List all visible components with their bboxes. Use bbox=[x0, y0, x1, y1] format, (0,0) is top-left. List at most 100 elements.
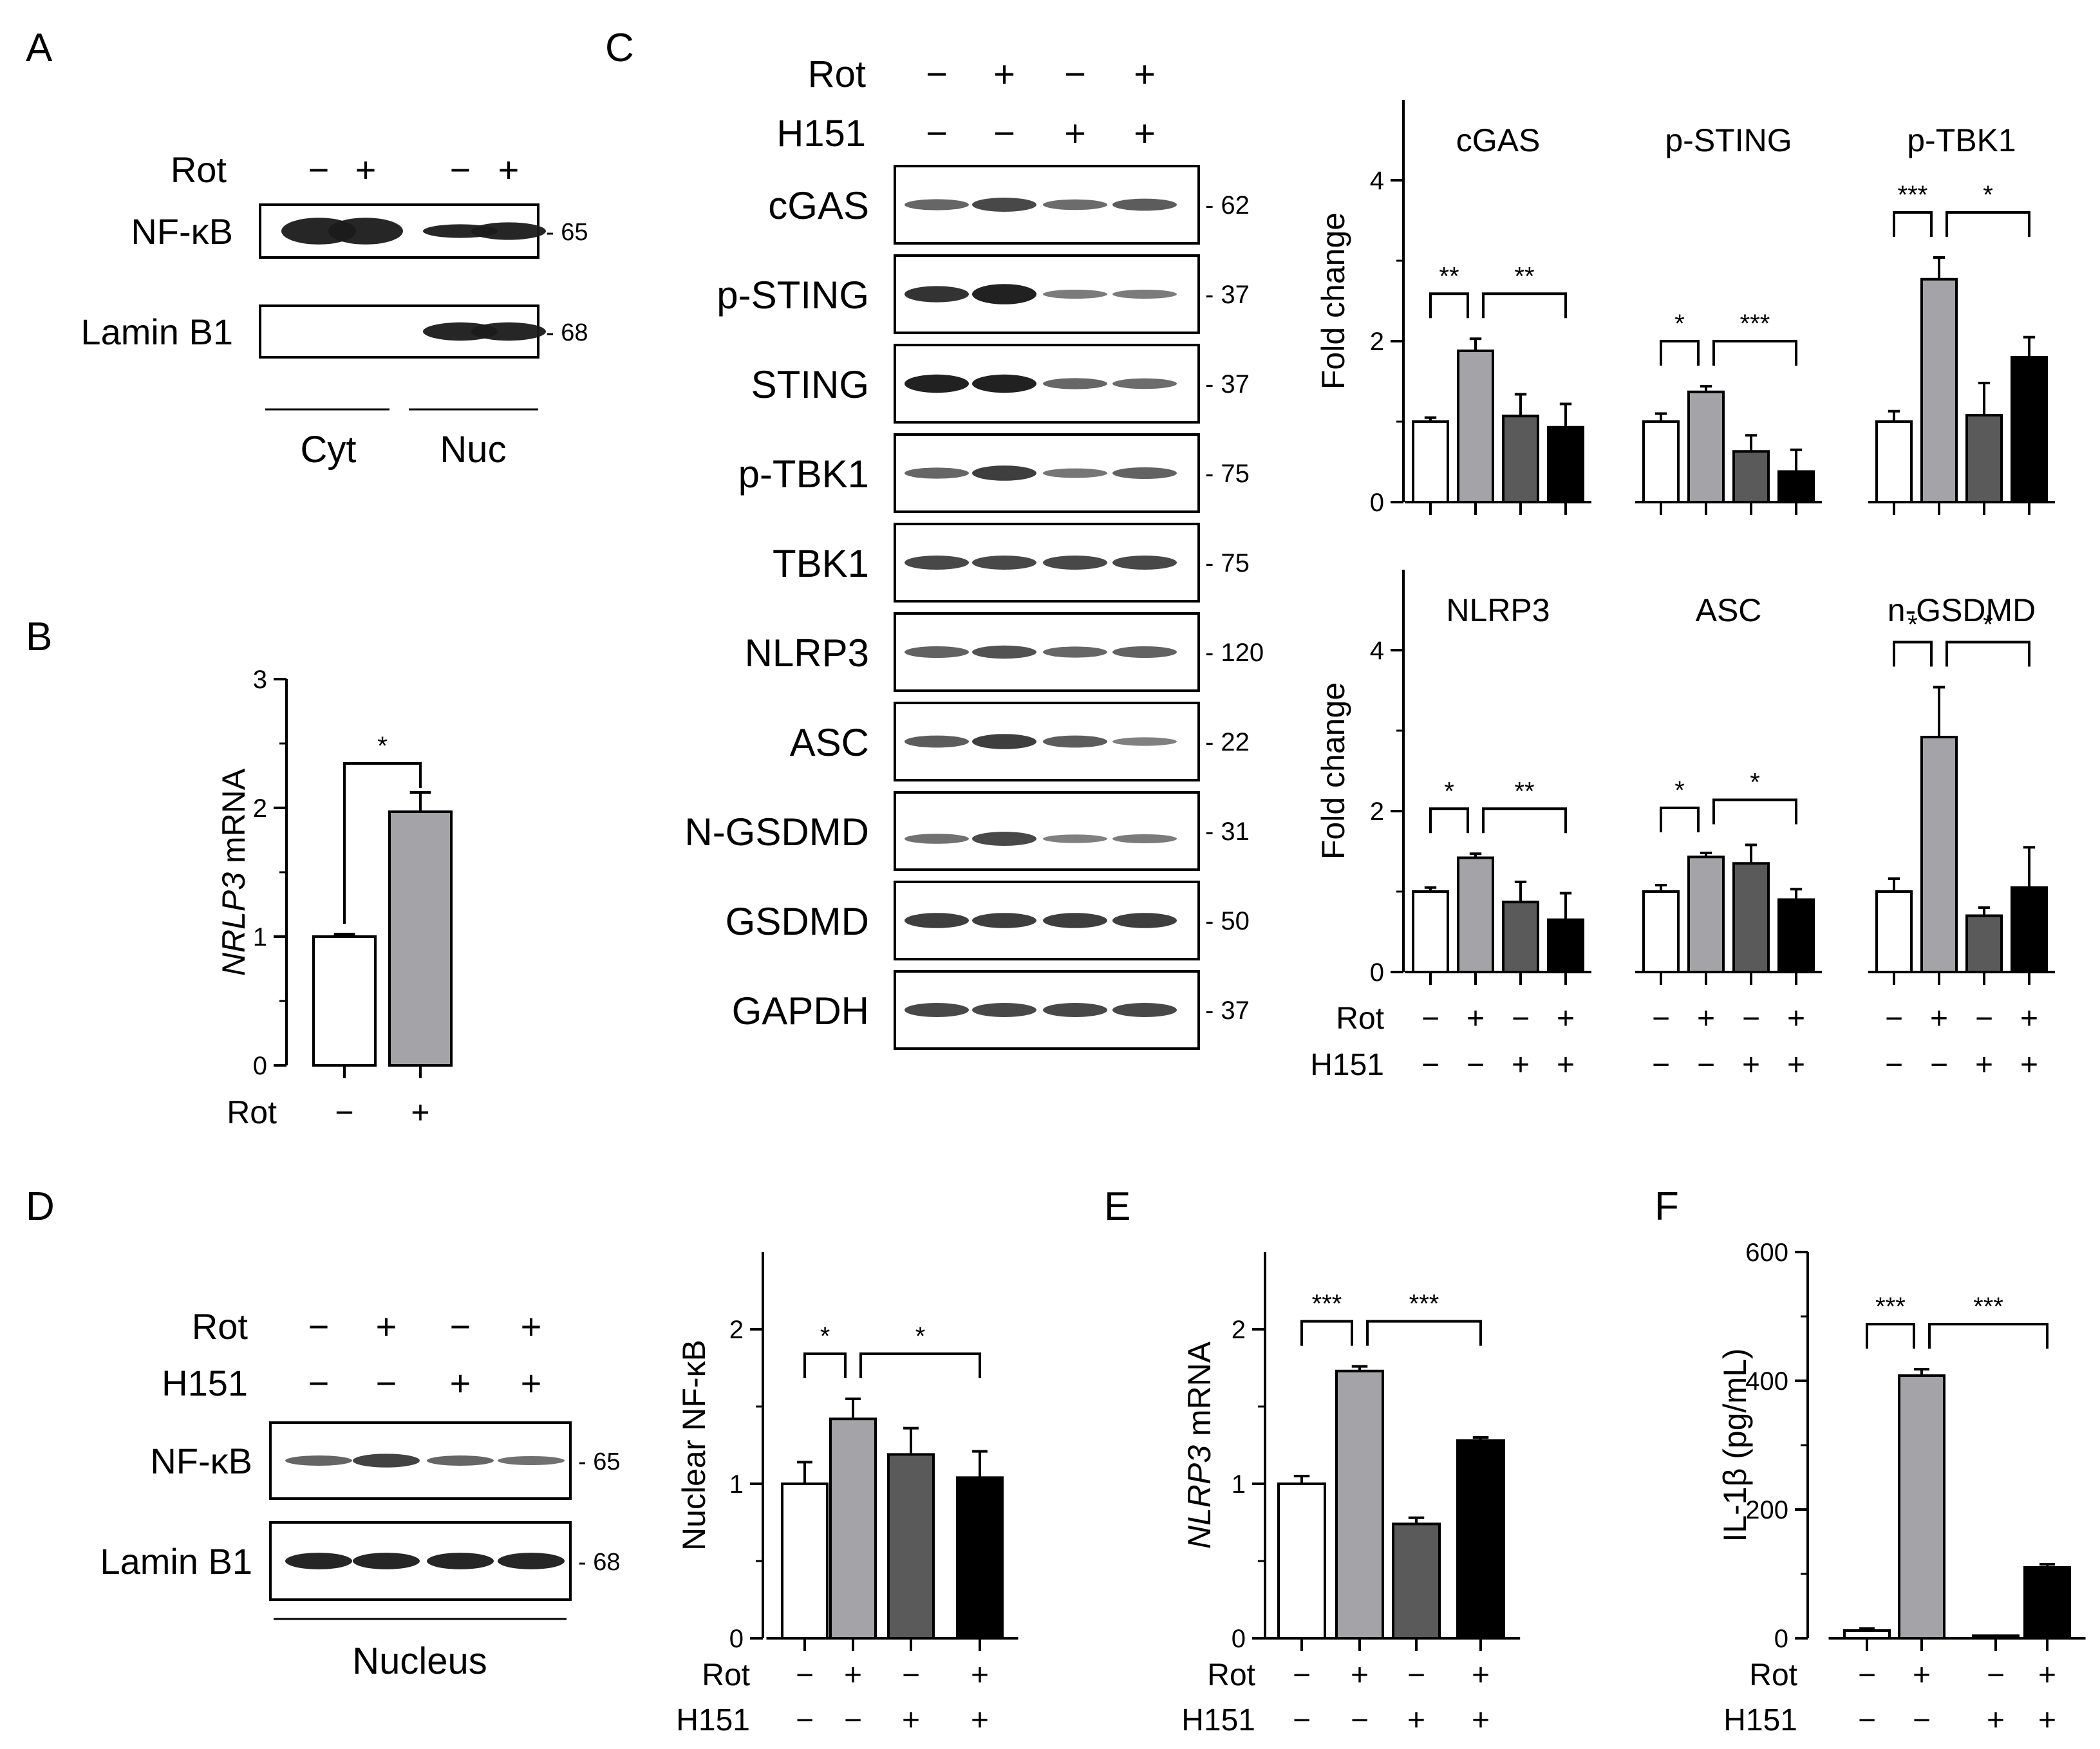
treatment-sign: − bbox=[1064, 53, 1086, 95]
chart-e-bar-h151 bbox=[1392, 1522, 1441, 1640]
panel-letter-b: B bbox=[26, 615, 52, 659]
chart-e-bar-rot bbox=[1335, 1369, 1384, 1640]
treatment-sign: − bbox=[796, 1703, 814, 1737]
significance-bracket bbox=[1366, 1320, 1482, 1346]
blot-row-label: NF-κB bbox=[150, 1441, 252, 1481]
y-axis-title-gene: NRLP3 bbox=[216, 872, 252, 976]
kda-label: - 62 bbox=[1205, 191, 1250, 220]
y-tick-label: 0 bbox=[1232, 1625, 1246, 1653]
treatment-sign: − bbox=[1293, 1658, 1311, 1692]
treatment-label-h151: H151 bbox=[1181, 1703, 1255, 1737]
blot-band bbox=[1112, 737, 1177, 746]
chart-f-bar-rot-h151 bbox=[2023, 1566, 2071, 1640]
treatment-sign: + bbox=[1467, 1002, 1485, 1036]
treatment-sign: − bbox=[376, 1363, 397, 1403]
blot-row-label: p-STING bbox=[717, 274, 869, 317]
group-title: NLRP3 bbox=[1446, 592, 1550, 628]
treatment-sign: + bbox=[1064, 113, 1086, 154]
c-p-tbk1-bar-control bbox=[1875, 420, 1913, 503]
treatment-sign: + bbox=[971, 1703, 989, 1737]
significance-bracket bbox=[1482, 292, 1567, 319]
panel-letter-d: D bbox=[26, 1184, 55, 1229]
group-title: p-STING bbox=[1665, 122, 1792, 158]
treatment-sign: + bbox=[376, 1306, 397, 1347]
significance-bracket bbox=[1660, 807, 1700, 832]
significance-bracket bbox=[1429, 807, 1469, 834]
blot-band bbox=[498, 1455, 565, 1466]
blot-row-label: N-GSDMD bbox=[684, 810, 869, 854]
c-p-sting-bar-rot bbox=[1687, 390, 1725, 503]
blot-box bbox=[894, 344, 1200, 424]
treatment-sign: + bbox=[1134, 53, 1156, 95]
y-tick-label: 4 bbox=[1370, 637, 1384, 665]
blot-band bbox=[1112, 1003, 1177, 1017]
significance-label: *** bbox=[1973, 1293, 2003, 1321]
treatment-label-h151: H151 bbox=[676, 1703, 750, 1737]
treatment-sign: − bbox=[844, 1703, 862, 1737]
treatment-sign: + bbox=[450, 1363, 471, 1403]
y-tick-label: 2 bbox=[1370, 798, 1384, 826]
y-axis-title-gene: NLRP3 bbox=[1181, 1445, 1217, 1549]
chart-f-bar-control bbox=[1843, 1629, 1891, 1640]
blot-band bbox=[1043, 913, 1107, 928]
treatment-sign: + bbox=[993, 53, 1015, 95]
c-cgas-bar-h151 bbox=[1502, 415, 1539, 503]
treatment-label-h151: H151 bbox=[1310, 1048, 1384, 1082]
significance-label: ** bbox=[1439, 262, 1459, 290]
significance-label: *** bbox=[1409, 1290, 1439, 1318]
c-cgas-bar-rot bbox=[1457, 350, 1494, 503]
significance-label: *** bbox=[1898, 181, 1928, 209]
chart-e-bar-rot-h151 bbox=[1456, 1439, 1505, 1640]
c-asc-bar-h151 bbox=[1732, 862, 1770, 973]
c-p-sting-bar-h151 bbox=[1732, 450, 1770, 503]
treatment-sign: − bbox=[993, 113, 1015, 154]
treatment-sign: + bbox=[1557, 1002, 1575, 1036]
y-axis-title: Fold change bbox=[1315, 212, 1351, 389]
blot-band bbox=[972, 284, 1036, 304]
treatment-sign: + bbox=[1697, 1002, 1715, 1036]
blot-row-label: TBK1 bbox=[773, 542, 869, 585]
treatment-sign: − bbox=[308, 1306, 330, 1347]
treatment-sign: + bbox=[902, 1703, 920, 1737]
significance-bracket bbox=[343, 762, 422, 924]
significance-bracket bbox=[1945, 641, 2030, 667]
blot-row-label: cGAS bbox=[768, 184, 869, 227]
kda-label: - 65 bbox=[578, 1448, 620, 1475]
treatment-sign: + bbox=[1557, 1048, 1575, 1082]
c-p-tbk1-bar-h151 bbox=[1965, 414, 2003, 503]
significance-label: * bbox=[1983, 611, 1993, 639]
treatment-sign: + bbox=[2020, 1048, 2038, 1082]
treatment-sign: − bbox=[1987, 1658, 2005, 1692]
kda-label: - 37 bbox=[1205, 370, 1250, 398]
blot-band bbox=[1043, 468, 1107, 478]
blot-row-label: Lamin B1 bbox=[100, 1541, 252, 1582]
blot-band bbox=[1112, 913, 1177, 928]
treatment-sign: − bbox=[1975, 1002, 1993, 1036]
y-tick-label: 1 bbox=[729, 1470, 744, 1499]
significance-bracket bbox=[1660, 340, 1700, 366]
treatment-sign: − bbox=[308, 149, 330, 190]
blot-box bbox=[894, 433, 1200, 513]
c-nlrp3-bar-rot bbox=[1457, 856, 1494, 973]
treatment-sign: − bbox=[1652, 1002, 1670, 1036]
blot-band bbox=[972, 734, 1036, 749]
kda-label: - 65 bbox=[546, 219, 588, 246]
blot-band bbox=[972, 1003, 1036, 1017]
kda-label: - 50 bbox=[1205, 907, 1250, 935]
group-title: ASC bbox=[1696, 592, 1762, 628]
blot-band bbox=[1112, 646, 1177, 658]
blot-band bbox=[1043, 735, 1107, 748]
significance-bracket bbox=[1482, 807, 1567, 834]
treatment-sign: + bbox=[1407, 1703, 1425, 1737]
significance-label: * bbox=[377, 732, 388, 760]
blot-band bbox=[1043, 834, 1107, 843]
c-cgas-bar-control bbox=[1412, 420, 1449, 503]
treatment-sign: + bbox=[971, 1658, 989, 1692]
treatment-sign: − bbox=[1885, 1048, 1903, 1082]
treatment-label-rot: Rot bbox=[227, 1094, 277, 1130]
treatment-sign: − bbox=[1421, 1002, 1439, 1036]
y-tick-label: 2 bbox=[1370, 328, 1384, 356]
significance-label: *** bbox=[1312, 1290, 1342, 1318]
panel-letter-c: C bbox=[605, 26, 634, 70]
